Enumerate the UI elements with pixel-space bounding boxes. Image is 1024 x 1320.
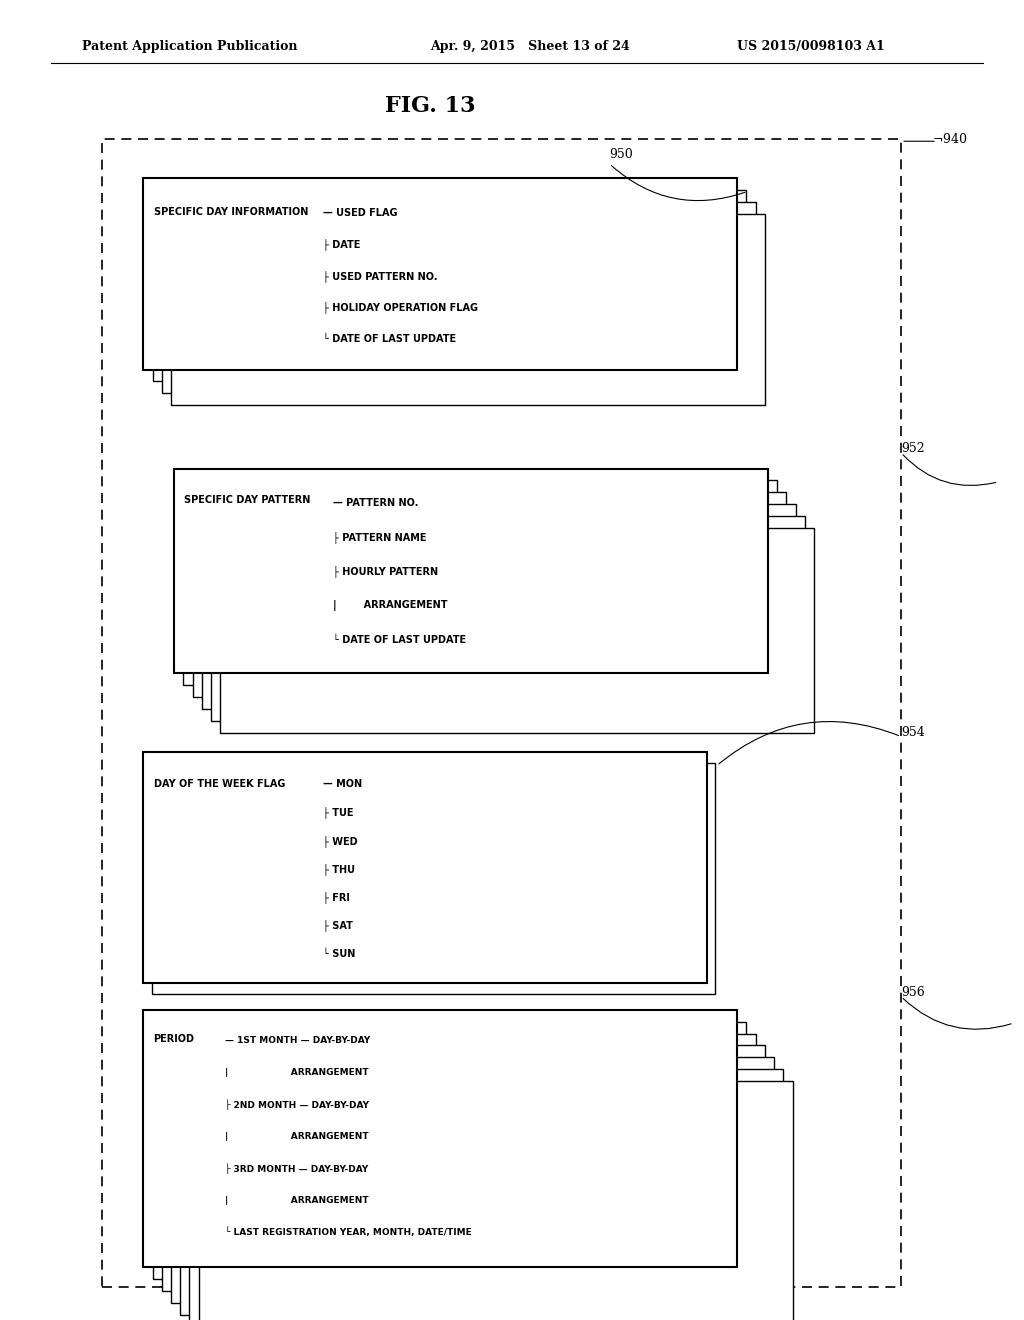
Text: — PATTERN NO.: — PATTERN NO. (333, 498, 418, 508)
Text: ├ 2ND MONTH — DAY-BY-DAY: ├ 2ND MONTH — DAY-BY-DAY (225, 1100, 370, 1110)
Text: └ LAST REGISTRATION YEAR, MONTH, DATE/TIME: └ LAST REGISTRATION YEAR, MONTH, DATE/TI… (225, 1228, 472, 1237)
Text: 954: 954 (901, 726, 925, 739)
Text: |        ARRANGEMENT: | ARRANGEMENT (333, 601, 447, 611)
Text: ├ FRI: ├ FRI (323, 891, 349, 903)
Text: 952: 952 (901, 442, 925, 455)
FancyBboxPatch shape (199, 1081, 793, 1320)
Text: $\neg$940: $\neg$940 (932, 132, 968, 145)
Text: — 1ST MONTH — DAY-BY-DAY: — 1ST MONTH — DAY-BY-DAY (225, 1036, 371, 1044)
Text: ├ PATTERN NAME: ├ PATTERN NAME (333, 532, 426, 543)
Text: ├ 3RD MONTH — DAY-BY-DAY: ├ 3RD MONTH — DAY-BY-DAY (225, 1163, 369, 1173)
Text: 950: 950 (609, 148, 633, 161)
Text: — MON: — MON (323, 779, 361, 789)
Text: ├ TUE: ├ TUE (323, 807, 353, 818)
Text: ├ DATE: ├ DATE (323, 239, 359, 249)
FancyBboxPatch shape (171, 1045, 765, 1303)
FancyBboxPatch shape (211, 516, 805, 721)
FancyBboxPatch shape (143, 178, 737, 370)
FancyBboxPatch shape (143, 752, 707, 983)
FancyBboxPatch shape (143, 1010, 737, 1267)
FancyBboxPatch shape (153, 1022, 746, 1279)
FancyBboxPatch shape (220, 528, 814, 733)
Text: ├ USED PATTERN NO.: ├ USED PATTERN NO. (323, 271, 437, 281)
Text: SPECIFIC DAY INFORMATION: SPECIFIC DAY INFORMATION (154, 207, 308, 218)
Text: |                    ARRANGEMENT: | ARRANGEMENT (225, 1196, 369, 1205)
Text: DAY OF THE WEEK FLAG: DAY OF THE WEEK FLAG (154, 779, 285, 789)
Text: US 2015/0098103 A1: US 2015/0098103 A1 (737, 40, 885, 53)
Text: |                    ARRANGEMENT: | ARRANGEMENT (225, 1068, 369, 1077)
FancyBboxPatch shape (171, 214, 765, 405)
FancyBboxPatch shape (202, 504, 796, 709)
Text: — USED FLAG: — USED FLAG (323, 207, 397, 218)
Text: |                    ARRANGEMENT: | ARRANGEMENT (225, 1131, 369, 1140)
Text: 956: 956 (901, 986, 925, 999)
FancyBboxPatch shape (183, 480, 777, 685)
Text: ├ SAT: ├ SAT (323, 920, 352, 932)
Text: Apr. 9, 2015   Sheet 13 of 24: Apr. 9, 2015 Sheet 13 of 24 (430, 40, 630, 53)
Text: Patent Application Publication: Patent Application Publication (82, 40, 297, 53)
Text: ├ WED: ├ WED (323, 834, 357, 846)
FancyBboxPatch shape (153, 190, 746, 381)
Text: └ DATE OF LAST UPDATE: └ DATE OF LAST UPDATE (323, 334, 456, 345)
Text: └ DATE OF LAST UPDATE: └ DATE OF LAST UPDATE (333, 635, 466, 645)
Text: ├ HOLIDAY OPERATION FLAG: ├ HOLIDAY OPERATION FLAG (323, 302, 477, 313)
Text: └ SUN: └ SUN (323, 949, 355, 958)
FancyBboxPatch shape (193, 492, 786, 697)
FancyBboxPatch shape (180, 1057, 774, 1315)
Text: ├ THU: ├ THU (323, 863, 354, 875)
FancyBboxPatch shape (174, 469, 768, 673)
FancyBboxPatch shape (102, 139, 901, 1287)
FancyBboxPatch shape (162, 1034, 756, 1291)
Text: PERIOD: PERIOD (154, 1034, 195, 1044)
Text: SPECIFIC DAY PATTERN: SPECIFIC DAY PATTERN (184, 495, 310, 506)
Text: ├ HOURLY PATTERN: ├ HOURLY PATTERN (333, 566, 438, 577)
FancyBboxPatch shape (162, 202, 756, 393)
FancyBboxPatch shape (189, 1069, 783, 1320)
Text: FIG. 13: FIG. 13 (385, 95, 475, 116)
FancyBboxPatch shape (152, 763, 715, 994)
